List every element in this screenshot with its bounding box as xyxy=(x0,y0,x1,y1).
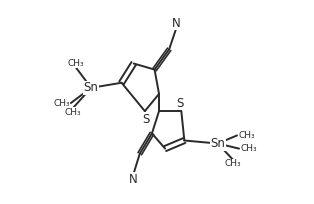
Text: N: N xyxy=(171,17,180,30)
Text: N: N xyxy=(129,173,138,186)
Text: Sn: Sn xyxy=(84,81,99,94)
Text: CH₃: CH₃ xyxy=(225,159,241,168)
Text: CH₃: CH₃ xyxy=(53,99,70,108)
Text: CH₃: CH₃ xyxy=(238,131,255,140)
Text: Sn: Sn xyxy=(210,137,225,150)
Text: CH₃: CH₃ xyxy=(240,144,257,153)
Text: S: S xyxy=(142,113,149,126)
Text: S: S xyxy=(176,96,184,110)
Text: CH₃: CH₃ xyxy=(68,59,84,68)
Text: CH₃: CH₃ xyxy=(65,108,81,117)
